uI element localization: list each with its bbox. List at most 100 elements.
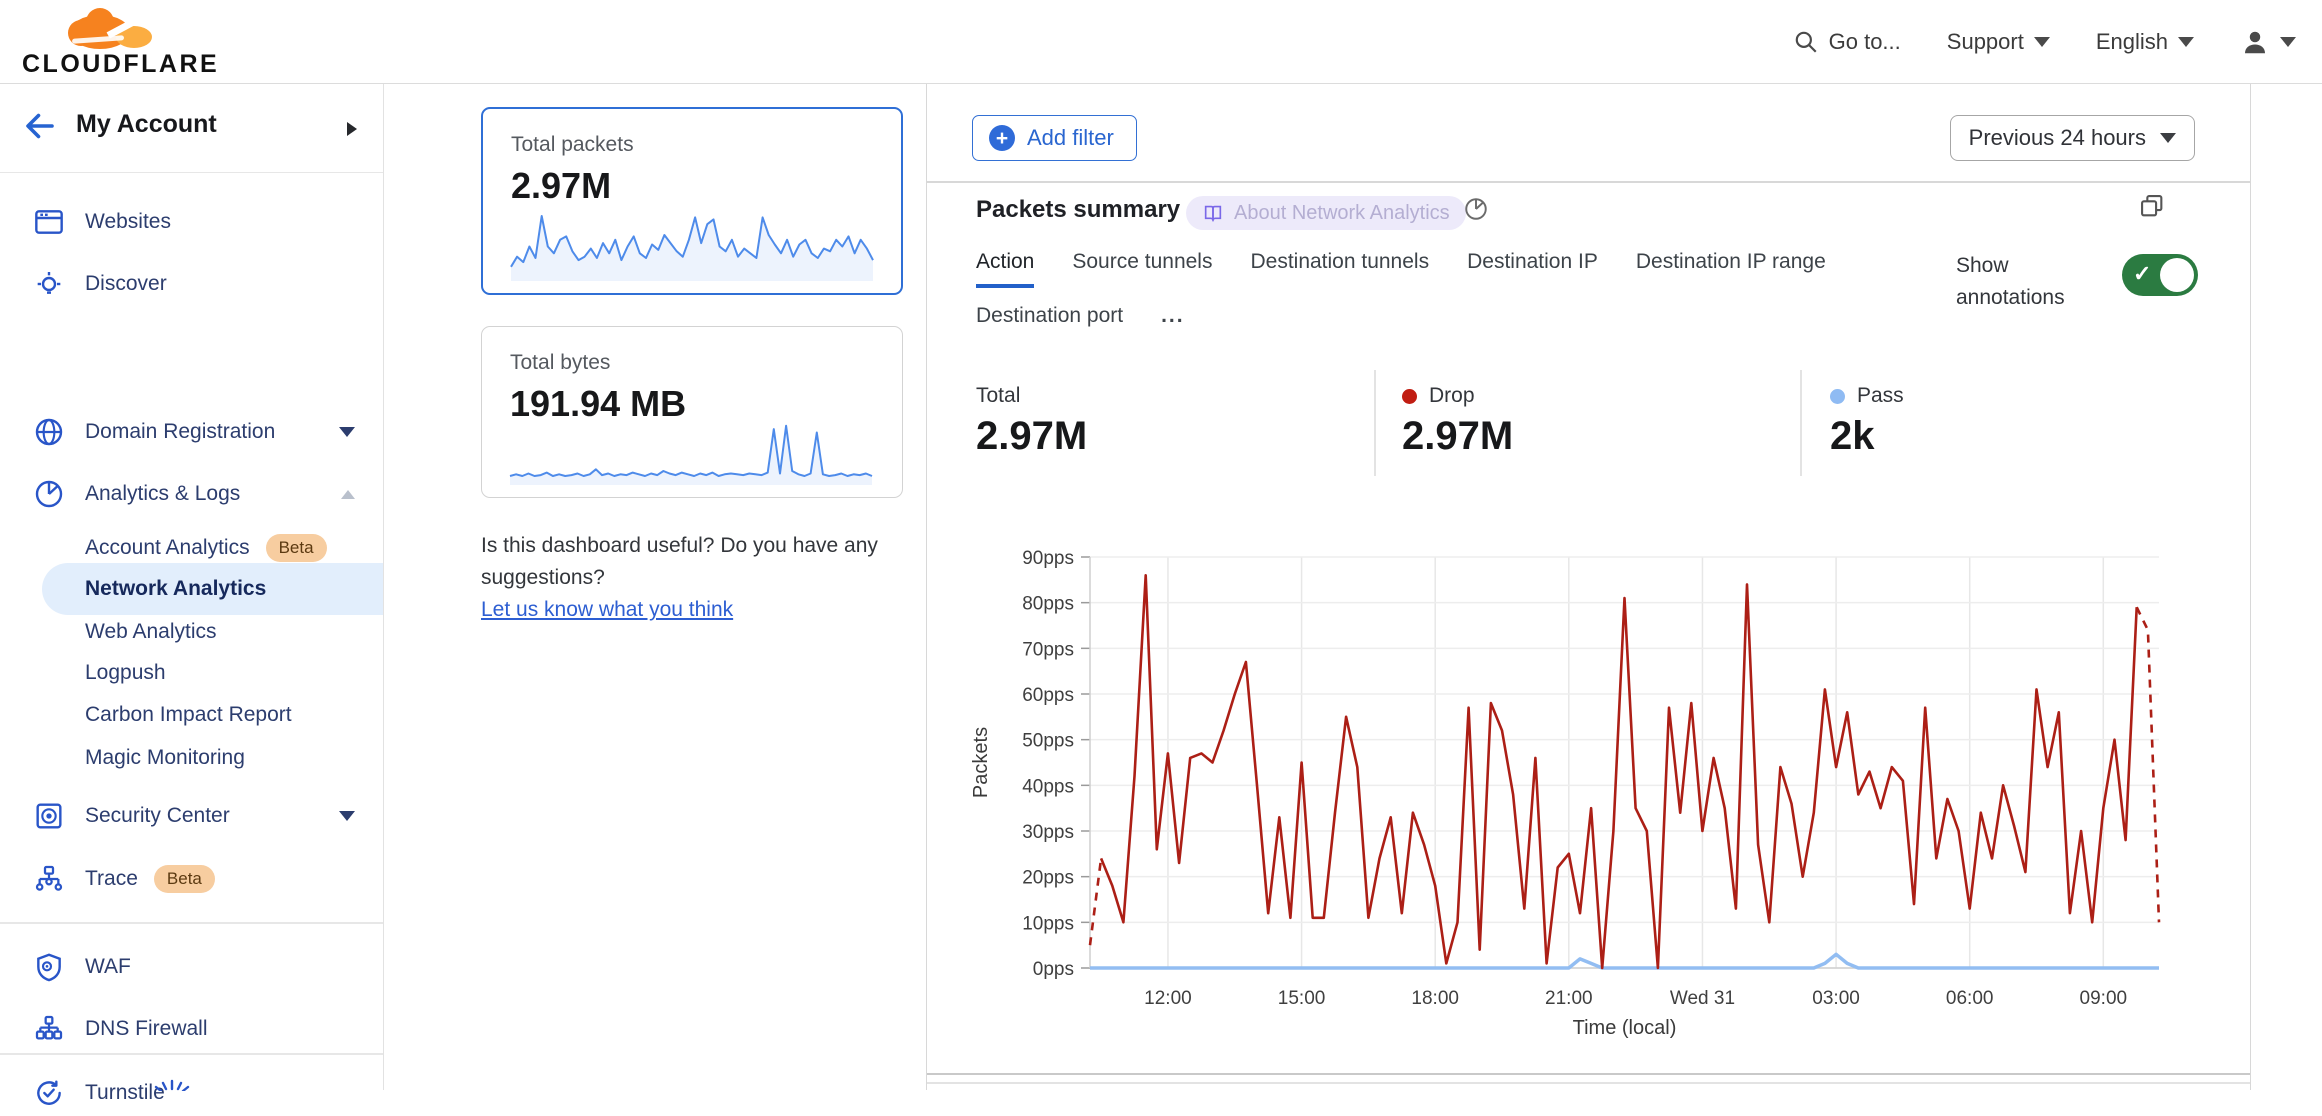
sidebar-item-security-center[interactable]: Security Center	[0, 793, 383, 839]
svg-text:30pps: 30pps	[1022, 822, 1074, 843]
add-filter-button[interactable]: + Add filter	[972, 115, 1137, 161]
expand-panel-icon[interactable]	[2138, 192, 2166, 220]
sidebar-item-label: Websites	[85, 210, 171, 233]
tab-destination-ip-range[interactable]: Destination IP range	[1635, 250, 1826, 273]
sidebar-item-label: Domain Registration	[85, 420, 276, 443]
sidebar-item-label: Trace	[85, 867, 138, 890]
tab-destination-port[interactable]: Destination port	[976, 304, 1124, 327]
sidebar-item-label: DNS Firewall	[85, 1017, 208, 1040]
goto-label: Go to...	[1828, 29, 1901, 54]
sidebar-item-web-analytics[interactable]: Web Analytics	[0, 609, 383, 655]
total-packets-value: 2.97M	[511, 165, 612, 206]
analytics-pie-icon[interactable]	[1463, 196, 1489, 222]
sidebar-item-label: Logpush	[85, 661, 166, 684]
plus-icon: +	[989, 125, 1015, 151]
language-label: English	[2095, 29, 2168, 54]
user-avatar-icon	[2245, 31, 2265, 54]
account-header: My Account	[0, 84, 383, 173]
support-label: Support	[1946, 29, 2024, 54]
zero-trust-icon[interactable]	[150, 1079, 194, 1091]
sidebar-item-label: Magic Monitoring	[85, 746, 245, 769]
sidebar-item-label: Web Analytics	[85, 620, 217, 643]
sidebar-item-trace[interactable]: Trace Beta	[0, 856, 383, 902]
sidebar-item-domain-registration[interactable]: Domain Registration	[0, 409, 383, 455]
time-range-dropdown[interactable]: Previous 24 hours	[1949, 115, 2195, 161]
back-arrow-icon[interactable]	[22, 108, 58, 144]
tab-destination-tunnels[interactable]: Destination tunnels	[1250, 250, 1430, 273]
tab-destination-ip[interactable]: Destination IP	[1467, 250, 1598, 273]
chevron-down-icon	[2033, 37, 2050, 47]
total-packets-sparkline	[510, 215, 874, 281]
sidebar-item-websites[interactable]: Websites	[0, 199, 383, 245]
pie-chart-icon	[35, 480, 63, 508]
tab-action[interactable]: Action	[976, 250, 1035, 288]
sidebar-item-label: Discover	[85, 272, 167, 295]
trace-tree-icon	[35, 865, 63, 891]
tabs-overflow-button[interactable]: ...	[1161, 304, 1185, 327]
support-menu[interactable]: Support	[1947, 29, 2050, 55]
about-network-analytics-badge[interactable]: About Network Analytics	[1186, 196, 1466, 230]
drop-legend-dot	[1402, 388, 1417, 404]
cloudflare-logo[interactable]: CLOUDFLARE	[22, 6, 217, 78]
search-icon	[1795, 31, 1817, 53]
total-bytes-card[interactable]: Total bytes 191.94 MB	[481, 326, 903, 498]
svg-text:18:00: 18:00	[1411, 988, 1459, 1009]
svg-text:70pps: 70pps	[1022, 639, 1074, 660]
sidebar-item-label: WAF	[85, 955, 131, 978]
goto-search[interactable]: Go to...	[1793, 29, 1901, 55]
sidebar-divider	[0, 922, 383, 924]
sidebar-item-account-analytics[interactable]: Account Analytics Beta	[0, 525, 383, 571]
chevron-up-icon	[341, 489, 355, 499]
chevron-down-icon	[2160, 133, 2176, 143]
add-filter-label: Add filter	[1027, 125, 1114, 150]
svg-text:Packets: Packets	[970, 727, 992, 798]
sidebar-item-analytics-logs[interactable]: Analytics & Logs	[0, 471, 383, 517]
stat-total-label: Total	[976, 384, 1021, 407]
stat-pass-value: 2k	[1830, 414, 1875, 458]
sidebar-item-discover[interactable]: Discover	[0, 261, 383, 307]
account-menu[interactable]	[2240, 27, 2296, 57]
book-icon	[1204, 205, 1222, 222]
packets-summary-title: Packets summary	[976, 196, 1181, 223]
cloudflare-wordmark: CLOUDFLARE	[22, 50, 220, 78]
chevron-right-icon[interactable]	[347, 122, 357, 136]
show-annotations-label: Show annotations	[1956, 254, 2065, 309]
account-title: My Account	[76, 110, 217, 138]
sidebar: My Account Websites Discover Domain Regi…	[0, 84, 384, 1105]
dimension-tabs: Action Source tunnels Destination tunnel…	[976, 250, 1876, 338]
toggle-knob	[2160, 258, 2194, 292]
sidebar-item-turnstile[interactable]: Turnstile	[0, 1070, 383, 1116]
header-divider	[927, 181, 2250, 183]
stat-pass-label: Pass	[1830, 384, 1904, 408]
svg-text:12:00: 12:00	[1144, 988, 1192, 1009]
svg-text:Time (local): Time (local)	[1573, 1017, 1677, 1039]
chevron-down-icon	[339, 811, 355, 821]
lightbulb-icon	[37, 272, 61, 294]
time-range-label: Previous 24 hours	[1968, 125, 2146, 150]
sidebar-item-waf[interactable]: WAF	[0, 944, 383, 990]
feedback-link[interactable]: Let us know what you think	[481, 598, 734, 621]
total-bytes-value: 191.94 MB	[510, 383, 687, 424]
feedback-question: Is this dashboard useful? Do you have an…	[481, 534, 878, 589]
sidebar-item-network-analytics[interactable]: Network Analytics	[0, 566, 383, 612]
total-packets-card[interactable]: Total packets 2.97M	[481, 107, 903, 295]
language-menu[interactable]: English	[2096, 29, 2194, 55]
sidebar-item-magic-monitoring[interactable]: Magic Monitoring	[0, 735, 383, 781]
browser-window-icon	[35, 210, 63, 234]
shield-gear-icon	[37, 953, 61, 982]
sidebar-divider	[0, 1053, 383, 1055]
show-annotations-toggle[interactable]: ✓	[2122, 254, 2198, 296]
packets-time-series-chart[interactable]: 12:00 15:00 18:00 21:00 Wed 31 03:00 06:00 09:0…	[927, 520, 2252, 1068]
sidebar-item-label: Account Analytics	[85, 536, 250, 559]
sidebar-item-label: Carbon Impact Report	[85, 703, 292, 726]
total-packets-label: Total packets	[511, 133, 634, 156]
beta-badge: Beta	[265, 534, 327, 562]
tab-source-tunnels[interactable]: Source tunnels	[1072, 250, 1213, 273]
globe-icon	[35, 418, 63, 446]
sidebar-item-logpush[interactable]: Logpush	[0, 650, 383, 696]
check-icon: ✓	[2133, 261, 2152, 286]
sidebar-item-carbon-impact-report[interactable]: Carbon Impact Report	[0, 692, 383, 738]
analytics-panel: + Add filter Previous 24 hours Packets s…	[926, 84, 2251, 1090]
total-bytes-sparkline	[509, 424, 873, 485]
sidebar-item-dns-firewall[interactable]: DNS Firewall	[0, 1006, 383, 1052]
